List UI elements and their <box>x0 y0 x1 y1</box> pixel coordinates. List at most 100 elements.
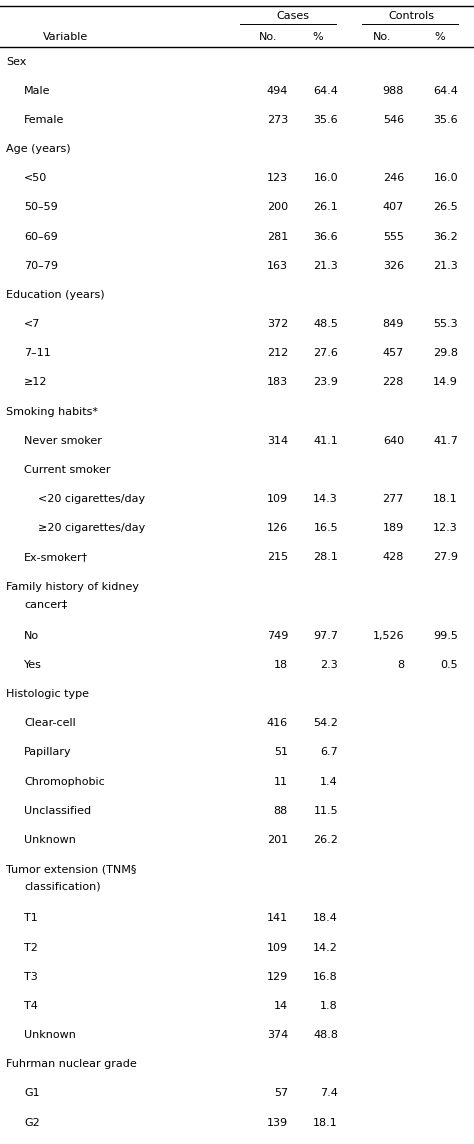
Text: Cases: Cases <box>276 11 310 22</box>
Text: 36.2: 36.2 <box>433 231 458 241</box>
Text: 70–79: 70–79 <box>24 261 58 271</box>
Text: 51: 51 <box>274 747 288 757</box>
Text: 26.5: 26.5 <box>433 202 458 213</box>
Text: 139: 139 <box>267 1118 288 1128</box>
Text: 109: 109 <box>267 494 288 505</box>
Text: 14.3: 14.3 <box>313 494 338 505</box>
Text: Unknown: Unknown <box>24 1030 76 1040</box>
Text: 8: 8 <box>397 660 404 670</box>
Text: T1: T1 <box>24 913 38 923</box>
Text: 1.4: 1.4 <box>320 777 338 787</box>
Text: Never smoker: Never smoker <box>24 436 102 446</box>
Text: 41.7: 41.7 <box>433 436 458 446</box>
Text: 60–69: 60–69 <box>24 231 58 241</box>
Text: G1: G1 <box>24 1088 40 1098</box>
Text: 228: 228 <box>383 378 404 388</box>
Text: 201: 201 <box>267 835 288 845</box>
Text: 7.4: 7.4 <box>320 1088 338 1098</box>
Text: G2: G2 <box>24 1118 40 1128</box>
Text: Current smoker: Current smoker <box>24 464 110 475</box>
Text: 27.9: 27.9 <box>433 553 458 563</box>
Text: 27.6: 27.6 <box>313 348 338 358</box>
Text: 212: 212 <box>267 348 288 358</box>
Text: 97.7: 97.7 <box>313 630 338 641</box>
Text: 64.4: 64.4 <box>313 86 338 96</box>
Text: cancer‡: cancer‡ <box>24 599 67 609</box>
Text: 374: 374 <box>267 1030 288 1040</box>
Text: 6.7: 6.7 <box>320 747 338 757</box>
Text: Papillary: Papillary <box>24 747 72 757</box>
Text: <20 cigarettes/day: <20 cigarettes/day <box>38 494 145 505</box>
Text: 1.8: 1.8 <box>320 1001 338 1011</box>
Text: Smoking habits*: Smoking habits* <box>6 406 98 416</box>
Text: 23.9: 23.9 <box>313 378 338 388</box>
Text: T4: T4 <box>24 1001 38 1011</box>
Text: 849: 849 <box>383 319 404 329</box>
Text: 129: 129 <box>267 971 288 982</box>
Text: 41.1: 41.1 <box>313 436 338 446</box>
Text: 183: 183 <box>267 378 288 388</box>
Text: 28.1: 28.1 <box>313 553 338 563</box>
Text: 7–11: 7–11 <box>24 348 51 358</box>
Text: No.: No. <box>373 32 391 41</box>
Text: 416: 416 <box>267 718 288 729</box>
Text: <50: <50 <box>24 173 47 183</box>
Text: 109: 109 <box>267 943 288 953</box>
Text: 141: 141 <box>267 913 288 923</box>
Text: 246: 246 <box>383 173 404 183</box>
Text: 14: 14 <box>274 1001 288 1011</box>
Text: T3: T3 <box>24 971 38 982</box>
Text: 281: 281 <box>267 231 288 241</box>
Text: Age (years): Age (years) <box>6 144 71 154</box>
Text: No: No <box>24 630 39 641</box>
Text: 55.3: 55.3 <box>433 319 458 329</box>
Text: 988: 988 <box>383 86 404 96</box>
Text: 494: 494 <box>266 86 288 96</box>
Text: 26.2: 26.2 <box>313 835 338 845</box>
Text: 12.3: 12.3 <box>433 523 458 533</box>
Text: Female: Female <box>24 114 64 125</box>
Text: 35.6: 35.6 <box>433 114 458 125</box>
Text: %: % <box>313 32 323 41</box>
Text: <7: <7 <box>24 319 40 329</box>
Text: 16.0: 16.0 <box>313 173 338 183</box>
Text: 18.1: 18.1 <box>313 1118 338 1128</box>
Text: 0.5: 0.5 <box>440 660 458 670</box>
Text: 18.4: 18.4 <box>313 913 338 923</box>
Text: 2.3: 2.3 <box>320 660 338 670</box>
Text: 16.0: 16.0 <box>433 173 458 183</box>
Text: 11: 11 <box>274 777 288 787</box>
Text: 273: 273 <box>267 114 288 125</box>
Text: Sex: Sex <box>6 56 27 66</box>
Text: 29.8: 29.8 <box>433 348 458 358</box>
Text: Chromophobic: Chromophobic <box>24 777 105 787</box>
Text: 50–59: 50–59 <box>24 202 58 213</box>
Text: Controls: Controls <box>388 11 434 22</box>
Text: 189: 189 <box>383 523 404 533</box>
Text: 54.2: 54.2 <box>313 718 338 729</box>
Text: T2: T2 <box>24 943 38 953</box>
Text: 314: 314 <box>267 436 288 446</box>
Text: 64.4: 64.4 <box>433 86 458 96</box>
Text: No.: No. <box>259 32 277 41</box>
Text: 749: 749 <box>266 630 288 641</box>
Text: 546: 546 <box>383 114 404 125</box>
Text: Tumor extension (TNM§: Tumor extension (TNM§ <box>6 865 137 874</box>
Text: Fuhrman nuclear grade: Fuhrman nuclear grade <box>6 1059 137 1070</box>
Text: 16.5: 16.5 <box>313 523 338 533</box>
Text: 36.6: 36.6 <box>313 231 338 241</box>
Text: 21.3: 21.3 <box>313 261 338 271</box>
Text: Ex-smoker†: Ex-smoker† <box>24 553 88 563</box>
Text: 277: 277 <box>383 494 404 505</box>
Text: Family history of kidney: Family history of kidney <box>6 582 139 591</box>
Text: 123: 123 <box>267 173 288 183</box>
Text: 326: 326 <box>383 261 404 271</box>
Text: 11.5: 11.5 <box>313 805 338 816</box>
Text: ≥20 cigarettes/day: ≥20 cigarettes/day <box>38 523 145 533</box>
Text: 48.5: 48.5 <box>313 319 338 329</box>
Text: 126: 126 <box>267 523 288 533</box>
Text: 48.8: 48.8 <box>313 1030 338 1040</box>
Text: Yes: Yes <box>24 660 42 670</box>
Text: 163: 163 <box>267 261 288 271</box>
Text: 88: 88 <box>274 805 288 816</box>
